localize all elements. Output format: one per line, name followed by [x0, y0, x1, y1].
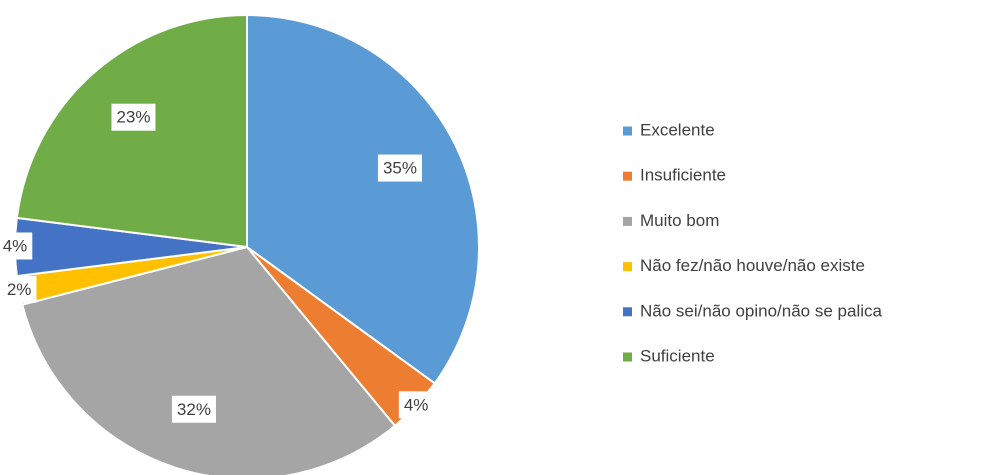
legend-swatch [623, 307, 632, 317]
legend-swatch [623, 352, 632, 362]
data-label: 32% [171, 395, 216, 423]
pie-slice [21, 245, 397, 475]
data-label-text: 35% [383, 159, 417, 178]
pie-slice [246, 13, 480, 385]
data-label-box [398, 391, 434, 419]
data-label: 4% [0, 232, 33, 260]
data-label: 35% [377, 154, 422, 182]
legend-swatch [623, 262, 632, 272]
legend-label: Não sei/não opino/não se palica [640, 301, 882, 320]
legend-label: Excelente [640, 120, 715, 139]
data-label-box [1, 275, 37, 303]
data-label-box [111, 103, 156, 131]
legend-swatch [623, 216, 632, 226]
legend-label: Insuficiente [640, 166, 726, 185]
data-label-box [0, 232, 33, 260]
data-label-text: 4% [404, 395, 429, 414]
legend-label: Suficiente [640, 346, 715, 365]
data-label: 4% [398, 391, 434, 419]
data-label-box [171, 395, 216, 423]
data-label: 2% [1, 275, 37, 303]
pie-slice [15, 13, 248, 249]
data-label-box [377, 154, 422, 182]
legend-label: Não fez/não houve/não existe [640, 256, 865, 275]
data-label: 23% [111, 103, 156, 131]
data-label-text: 23% [116, 108, 150, 127]
legend-swatch [623, 171, 632, 181]
data-label-text: 2% [7, 280, 32, 299]
data-label-text: 4% [3, 236, 28, 255]
data-label-text: 32% [177, 400, 211, 419]
legend-label: Muito bom [640, 211, 719, 230]
legend-swatch [623, 126, 632, 136]
